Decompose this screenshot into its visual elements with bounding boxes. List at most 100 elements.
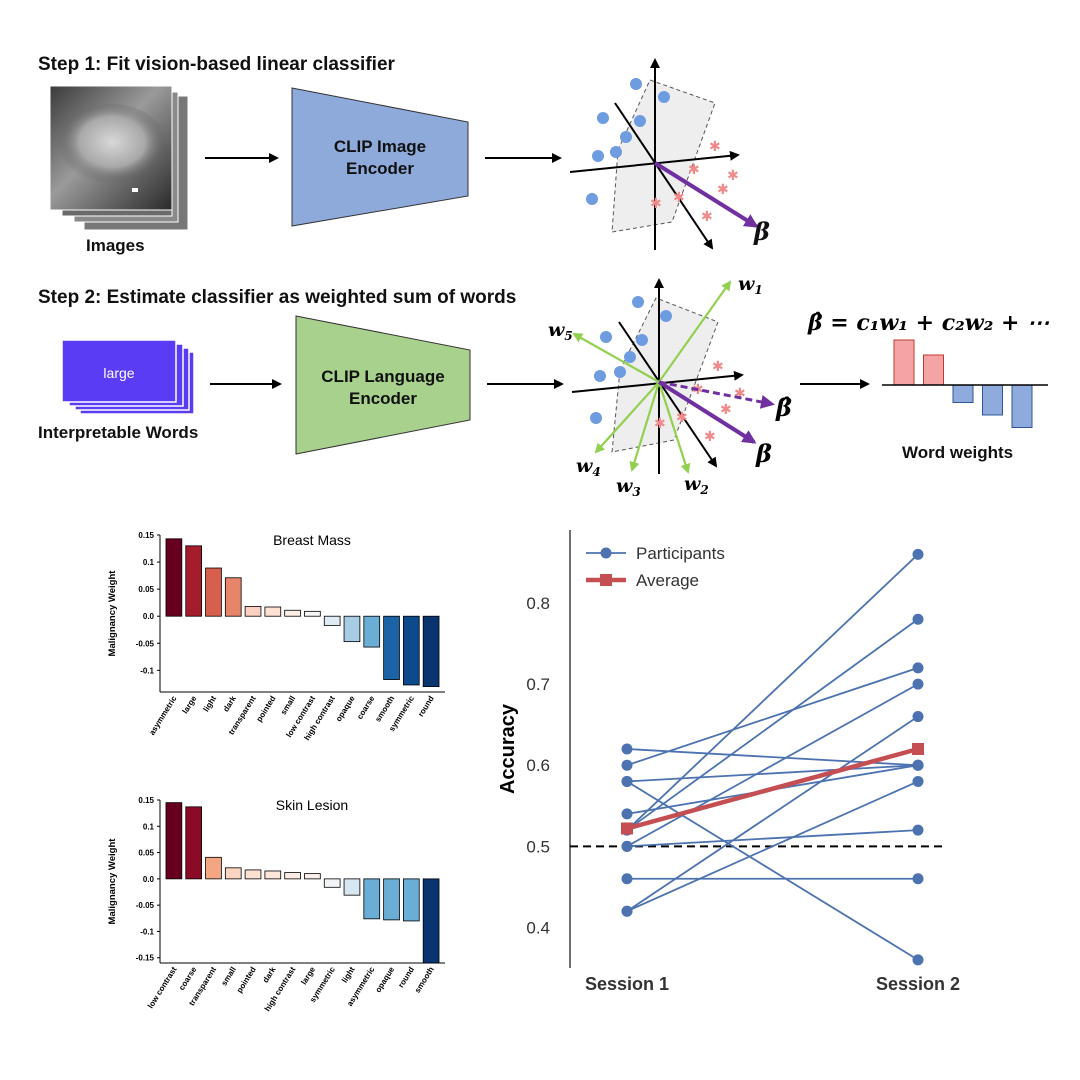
y-tick-label: -0.05 <box>136 639 155 648</box>
bar-symmetric <box>403 615 420 686</box>
bar-large <box>185 545 202 617</box>
x-tick-label: Session 2 <box>876 974 960 994</box>
y-tick-label: 0.6 <box>526 756 550 775</box>
participant-line <box>626 553 919 831</box>
beta-label-1: β <box>753 217 770 246</box>
step2-title: Step 2: Estimate classifier as weighted … <box>38 287 517 308</box>
svg-text:✱: ✱ <box>676 409 688 425</box>
svg-text:✱: ✱ <box>673 189 685 205</box>
equation: β̂ = c₁w₁ + c₂w₂ + ⋯ <box>807 310 1050 336</box>
x-tick-label: low contrast <box>146 965 179 1010</box>
participant-point <box>912 711 924 723</box>
x-tick-label: Session 1 <box>585 974 669 994</box>
participant-point <box>621 808 633 820</box>
skin-lesion-title: Skin Lesion <box>276 797 348 813</box>
skin-lesion-chart: 0.15 0.1 0.05 0.0 -0.05 -0.1 -0.15 Malignancy W… <box>107 796 445 1013</box>
x-tick-label: light <box>340 965 357 984</box>
x-tick-label: opaque <box>334 694 357 723</box>
bar-light <box>205 567 222 617</box>
y-tick-label: -0.1 <box>140 666 154 675</box>
bar-asymmetric <box>165 538 183 617</box>
bar-asymmetric <box>363 878 381 920</box>
participant-point <box>621 840 633 852</box>
bar-dark <box>224 577 242 617</box>
svg-text:✱: ✱ <box>688 161 700 177</box>
y-tick-label: 0.05 <box>138 585 154 594</box>
y-tick-label: 0.8 <box>526 594 550 613</box>
svg-text:✱: ✱ <box>704 428 716 444</box>
step1-title: Step 1: Fit vision-based linear classifi… <box>38 54 395 75</box>
svg-text:✱: ✱ <box>720 401 732 417</box>
x-tick-label: dark <box>261 965 278 985</box>
average-point <box>912 743 924 755</box>
y-tick-label: -0.1 <box>140 927 154 936</box>
svg-text:✱: ✱ <box>717 181 729 197</box>
bar-transparent <box>244 606 262 617</box>
bar-round <box>422 615 440 687</box>
word-weight-bar <box>893 339 915 386</box>
participant-point <box>621 873 633 885</box>
x-tick-label: round <box>396 965 416 989</box>
participant-point <box>912 873 924 885</box>
bar-round <box>403 878 420 922</box>
card-word: large <box>103 365 134 381</box>
w1-label: w1 <box>738 273 763 297</box>
word-card-stack <box>61 339 195 415</box>
legend-average-label: Average <box>636 571 699 590</box>
bar-smooth <box>422 878 440 964</box>
accuracy-chart: 0.4 0.5 0.6 0.7 0.8 Accuracy Session 1 Session … <box>497 530 960 994</box>
word-weights-bars <box>893 339 1033 428</box>
x-tick-label: light <box>202 694 219 713</box>
bar-high-contrast <box>323 615 341 626</box>
bar-low-contrast <box>304 610 321 617</box>
embedding-space-2: ✱✱ ✱✱ ✱✱ ✱ <box>571 278 775 474</box>
participant-point <box>912 759 924 771</box>
w4-label: w4 <box>576 455 601 479</box>
legend-participants-marker <box>600 547 612 559</box>
beta-hat-label: β̂ <box>775 393 792 422</box>
participant-point <box>912 678 924 690</box>
participant-line <box>626 764 919 783</box>
x-tick-label: asymmetric <box>147 694 178 737</box>
participant-line <box>626 683 919 848</box>
clip-image-encoder <box>291 87 469 227</box>
bar-dark <box>264 870 282 880</box>
legend-average-marker <box>600 574 612 586</box>
bar-high-contrast <box>284 872 301 880</box>
beta-label-2: β <box>755 439 772 468</box>
w3-label: w3 <box>616 475 641 499</box>
y-axis-label: Malignancy Weight <box>107 570 118 657</box>
participant-point <box>912 613 924 625</box>
word-weight-bar <box>1011 384 1033 428</box>
participant-line <box>626 780 919 961</box>
average-point <box>621 822 633 835</box>
word-weights-caption: Word weights <box>902 443 1014 462</box>
average-line <box>626 746 919 831</box>
y-tick-label: 0.1 <box>143 822 155 831</box>
bar-transparent <box>205 856 222 880</box>
x-tick-label: large <box>181 694 199 715</box>
y-tick-label: -0.05 <box>136 901 155 910</box>
x-tick-label: small <box>279 694 297 716</box>
y-tick-label: 0.05 <box>138 849 154 858</box>
clip-language-encoder <box>295 315 471 455</box>
participant-point <box>912 548 924 560</box>
image-stack <box>49 85 189 231</box>
participant-line <box>626 829 919 848</box>
x-tick-label: round <box>416 694 436 718</box>
bar-pointed <box>264 606 282 617</box>
participant-line <box>626 780 919 913</box>
svg-text:✱: ✱ <box>712 358 724 374</box>
participant-point <box>621 759 633 771</box>
y-tick-label: 0.5 <box>526 837 550 856</box>
x-tick-label: large <box>299 965 317 986</box>
participant-point <box>621 905 633 917</box>
x-tick-label: pointed <box>255 694 278 723</box>
svg-text:✱: ✱ <box>701 208 713 224</box>
legend-participants-label: Participants <box>636 544 725 563</box>
word-weight-bar <box>982 384 1003 416</box>
y-tick-label: 0.7 <box>526 675 550 694</box>
participant-line <box>626 667 919 767</box>
y-axis-label: Accuracy <box>497 703 519 794</box>
bar-coarse <box>363 615 381 648</box>
